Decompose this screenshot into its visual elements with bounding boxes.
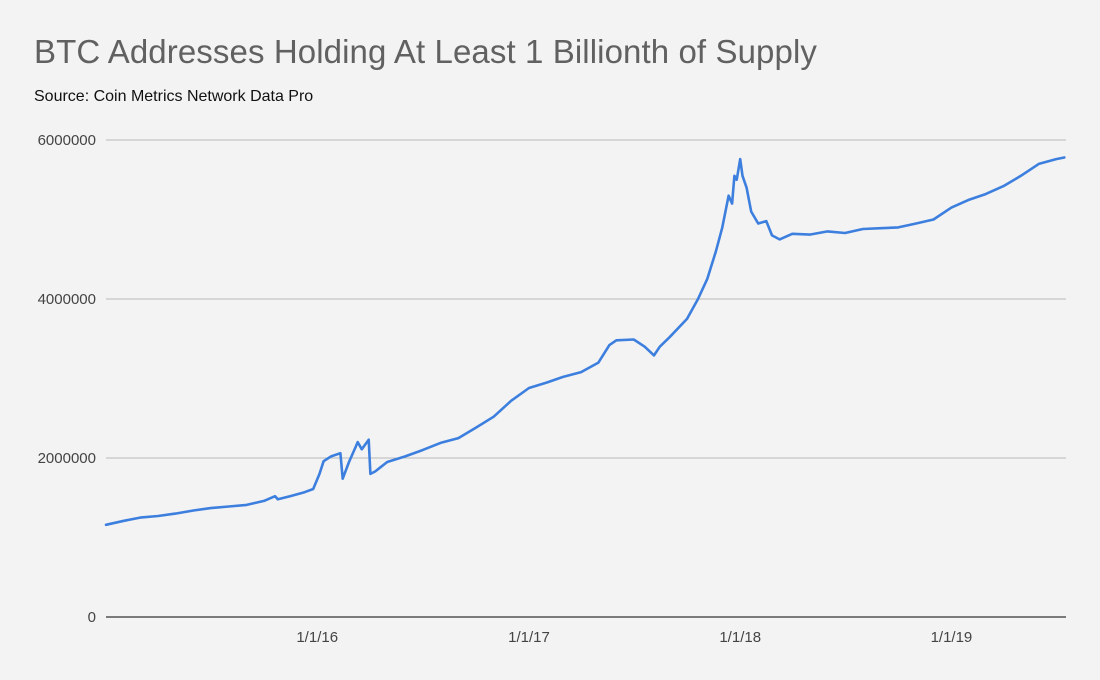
x-axis-ticks: 1/1/16 1/1/17 1/1/18 1/1/19 — [296, 629, 972, 646]
chart-title: BTC Addresses Holding At Least 1 Billion… — [34, 33, 817, 70]
gridlines — [106, 139, 1066, 618]
y-tick-label: 2000000 — [38, 450, 96, 467]
x-tick-label: 1/1/18 — [719, 629, 761, 646]
series-group — [104, 156, 1066, 527]
series-line — [104, 156, 1066, 527]
y-tick-label: 4000000 — [38, 291, 96, 308]
x-tick-label: 1/1/16 — [296, 629, 338, 646]
y-tick-label: 0 — [88, 609, 96, 626]
chart-subtitle: Source: Coin Metrics Network Data Pro — [34, 88, 314, 105]
y-tick-label: 6000000 — [38, 132, 96, 149]
x-tick-label: 1/1/17 — [508, 629, 550, 646]
x-tick-label: 1/1/19 — [931, 629, 973, 646]
y-axis-ticks: 0 2000000 4000000 6000000 — [38, 132, 96, 626]
